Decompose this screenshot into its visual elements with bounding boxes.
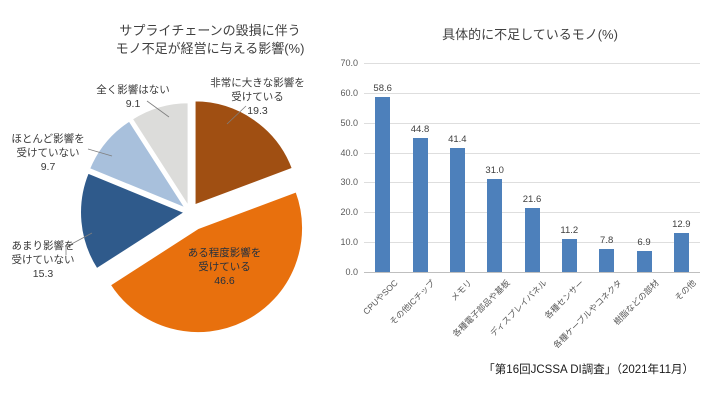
pie-slice-label-text: 全く影響はない: [96, 84, 170, 96]
pie-slice-label-text: 非常に大きな影響を 受けている: [210, 77, 305, 103]
pie-slice-label-text: ほとんど影響を 受けていない: [11, 133, 85, 159]
bar-chart-title: 具体的に不足しているモノ(%): [442, 27, 618, 42]
bar-value-label: 11.2: [560, 224, 579, 236]
pie-slice-label-text: あまり影響を 受けていない: [11, 240, 75, 266]
gridline: [364, 92, 700, 94]
y-tick-label: 70.0: [340, 58, 358, 68]
y-tick-label: 40.0: [340, 147, 358, 158]
pie-label-leader-line: [87, 148, 113, 157]
y-tick-label: 30.0: [340, 177, 358, 188]
x-axis-line: [364, 272, 700, 273]
pie-slice: [193, 99, 295, 207]
bar-value-label: 21.6: [522, 193, 542, 205]
pie-slice-label-text: ある程度影響を 受けている: [187, 247, 262, 273]
pie-slice: [108, 189, 304, 335]
bar: [449, 148, 465, 272]
pie-slice-value: 19.3: [247, 105, 268, 117]
y-tick-label: 60.0: [340, 87, 358, 98]
y-tick-label: 0.0: [345, 267, 358, 277]
bar: [375, 97, 391, 272]
pie-slice: [79, 171, 188, 271]
gridline: [364, 152, 700, 154]
pie-label-leader-line: [65, 232, 93, 255]
gridline: [364, 63, 700, 64]
pie-slice-label: ある程度影響を 受けている 46.6: [152, 246, 297, 288]
bar: [599, 248, 615, 272]
pie-slice: [87, 119, 189, 211]
pie-chart-title: サプライチェーンの毀損に伴う モノ不足が経営に与える影響(%): [115, 23, 305, 56]
bar: [636, 251, 652, 272]
bar-value-label: 41.4: [448, 134, 467, 146]
pie-slice-label: 非常に大きな影響を 受けている 19.3: [185, 76, 330, 118]
bar: [524, 207, 540, 272]
bar-value-label: 58.6: [373, 83, 392, 95]
bar: [412, 138, 428, 272]
y-tick-label: 50.0: [340, 117, 358, 128]
pie-slice: [130, 101, 190, 211]
pie-slice-value: 46.6: [214, 275, 235, 287]
gridline: [364, 122, 700, 124]
pie-slice-value: 9.7: [40, 161, 56, 173]
bar: [487, 179, 503, 272]
pie-slice-label: ほとんど影響を 受けていない 9.7: [2, 132, 94, 174]
bar-value-label: 12.9: [672, 219, 691, 231]
y-tick-label: 20.0: [340, 207, 358, 218]
bar: [673, 233, 689, 272]
gridline: [364, 182, 700, 184]
pie-slice-value: 9.1: [125, 98, 141, 110]
pie-slice-value: 15.3: [32, 268, 54, 280]
pie-label-leader-line: [146, 100, 170, 118]
pie-slice-label: あまり影響を 受けていない 15.3: [0, 239, 86, 281]
bar-value-label: 6.9: [637, 237, 651, 249]
pie-slice-label: 全く影響はない 9.1: [83, 83, 183, 111]
source-note: 「第16回JCSSA DI調査」（2021年11月）: [483, 364, 694, 376]
bar: [561, 238, 577, 272]
bar-value-label: 31.0: [485, 165, 504, 177]
pie-label-leader-line: [226, 105, 247, 125]
bar-value-label: 7.8: [600, 234, 614, 246]
bar-value-label: 44.8: [410, 124, 430, 136]
y-tick-label: 10.0: [340, 237, 358, 248]
